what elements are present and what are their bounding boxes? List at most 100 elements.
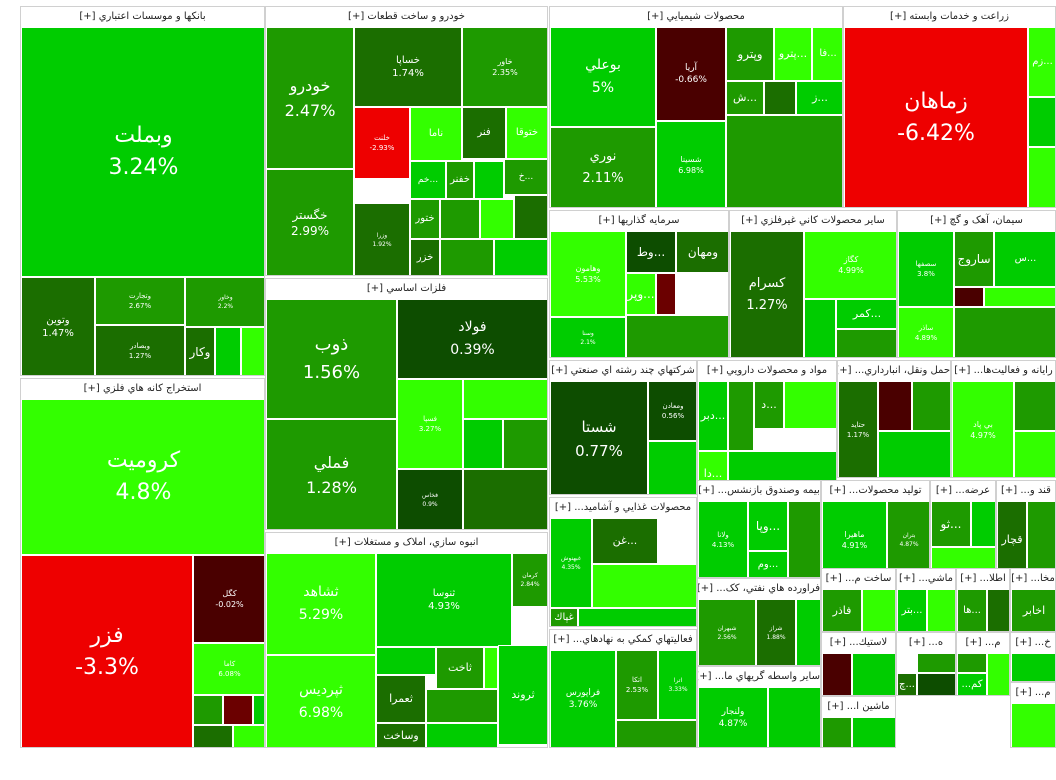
stock-tile[interactable]: كروميت 4.8% bbox=[21, 399, 264, 555]
sector-title[interactable]: مواد و محصولات دارويي [+] bbox=[698, 361, 836, 381]
stock-tile[interactable]: وسنا 2.1% bbox=[550, 317, 626, 357]
sector-4[interactable]: ثشاهد 5.29% ثپرديس 6.98% ثنوسا 4.93% كرمان 2.84… bbox=[265, 532, 548, 748]
sector-title[interactable]: زراعت و خدمات وابسته [+] bbox=[844, 7, 1055, 27]
stock-tile[interactable]: ولنجار 4.87% bbox=[698, 687, 768, 747]
stock-tile[interactable]: فا... bbox=[812, 27, 842, 81]
stock-tile[interactable]: وتجارت 2.67% bbox=[95, 277, 185, 325]
stock-tile[interactable]: شسينا 6.98% bbox=[656, 121, 726, 207]
stock-tile[interactable]: بتر... bbox=[897, 589, 927, 631]
sector-2-minor-stock-0[interactable] bbox=[474, 161, 504, 199]
sector-17[interactable]: ثو... عرضه... [+] bbox=[930, 480, 996, 578]
sector-18-minor-stock-0[interactable] bbox=[1027, 501, 1055, 577]
stock-tile[interactable]: ثپرديس 6.98% bbox=[266, 655, 376, 747]
sector-3-minor-stock-3[interactable] bbox=[463, 469, 547, 529]
stock-tile[interactable]: بوعلي 5% bbox=[550, 27, 656, 127]
sector-12-minor-stock-1[interactable] bbox=[912, 381, 950, 431]
stock-tile[interactable]: پترو... bbox=[774, 27, 812, 81]
stock-tile[interactable]: ها... bbox=[957, 589, 987, 631]
sector-18[interactable]: قچار قند و... [+] bbox=[996, 480, 1056, 578]
stock-tile[interactable]: ثشاهد 5.29% bbox=[266, 553, 376, 655]
stock-tile[interactable]: كگاز 4.99% bbox=[804, 231, 896, 299]
sector-26-minor-stock-1[interactable] bbox=[852, 653, 895, 695]
stock-tile[interactable]: ...كم bbox=[957, 673, 987, 695]
stock-tile[interactable]: ش... bbox=[726, 81, 764, 115]
sector-8-minor-stock-1[interactable] bbox=[836, 329, 896, 357]
sector-28-minor-stock-0[interactable] bbox=[917, 653, 955, 673]
sector-title[interactable]: فلزات اساسي [+] bbox=[266, 279, 547, 299]
stock-tile[interactable]: وتوين 1.47% bbox=[21, 277, 95, 375]
sector-12-minor-stock-0[interactable] bbox=[878, 381, 912, 431]
sector-17-minor-stock-0[interactable] bbox=[971, 501, 995, 547]
sector-4-minor-stock-2[interactable] bbox=[426, 689, 498, 723]
sector-15[interactable]: ولانا 4.13% وپا... وم... بيمه وصندوق بازنشس.… bbox=[697, 480, 821, 578]
sector-6-minor-stock-0[interactable] bbox=[1028, 97, 1055, 147]
sector-27-minor-stock-0[interactable] bbox=[822, 717, 852, 747]
sector-12[interactable]: حتايد 1.17% حمل ونقل، انبارداري... [+] bbox=[837, 360, 951, 478]
sector-title[interactable]: ماشين ا... [+] bbox=[822, 697, 895, 717]
sector-4-minor-stock-1[interactable] bbox=[484, 647, 498, 689]
stock-tile[interactable]: وزرا 1.92% bbox=[354, 203, 410, 275]
sector-title[interactable]: لاستيك... [+] bbox=[822, 633, 895, 653]
sector-6[interactable]: زماهان -6.42% زم... زراعت و خدمات وابسته [+… bbox=[843, 6, 1056, 208]
stock-tile[interactable]: وپا... bbox=[748, 501, 788, 551]
sector-title[interactable]: شرکتهاي چند رشته اي صنعتي [+] bbox=[550, 361, 696, 381]
sector-3[interactable]: ذوب 1.56% فولاد 0.39% فملي 1.28% فسپا 3.27% فخاس… bbox=[265, 278, 548, 530]
stock-tile[interactable]: خاور 2.35% bbox=[462, 27, 547, 107]
stock-tile[interactable]: آريا -0.66% bbox=[656, 27, 726, 121]
stock-tile[interactable]: خلنت -2.93% bbox=[354, 107, 410, 179]
sector-title[interactable]: مخا... [+] bbox=[1011, 569, 1055, 589]
sector-21[interactable]: ولنجار 4.87% ساير واسطه گريهاي ما... [+] bbox=[697, 666, 821, 748]
sector-5-minor-stock-1[interactable] bbox=[726, 115, 842, 207]
sector-title[interactable]: ماشي... [+] bbox=[897, 569, 955, 589]
stock-tile[interactable]: ماهيرا 4.91% bbox=[822, 501, 887, 577]
sector-8-minor-stock-0[interactable] bbox=[804, 299, 836, 357]
sector-title[interactable]: محصولات غذايي و آشاميد... [+] bbox=[550, 498, 696, 518]
sector-10[interactable]: شستا 0.77% ومعادن 0.56% شرکتهاي چند رشته اي … bbox=[549, 360, 697, 495]
stock-tile[interactable]: ثاخت bbox=[436, 647, 484, 689]
stock-tile[interactable]: فزر -3.3% bbox=[21, 555, 193, 747]
stock-tile[interactable]: چ... bbox=[897, 673, 917, 695]
stock-tile[interactable]: فاذر bbox=[822, 589, 862, 631]
stock-tile[interactable]: فخاس 0.9% bbox=[397, 469, 463, 529]
sector-2[interactable]: خودرو 2.47% خگستر 2.99% خساپا 1.74% خاور 2.35% خ… bbox=[265, 6, 548, 276]
stock-tile[interactable]: اترا 3.33% bbox=[658, 650, 696, 720]
sector-2-minor-stock-4[interactable] bbox=[440, 239, 494, 275]
stock-tile[interactable]: س... bbox=[994, 231, 1055, 287]
sector-20[interactable]: شبهران 2.56% شراز 1.88% فراورده هاي نفتي، کک… bbox=[697, 578, 821, 666]
sector-3-minor-stock-2[interactable] bbox=[503, 419, 547, 469]
sector-19-minor-stock-0[interactable] bbox=[616, 720, 696, 747]
sector-2-minor-stock-3[interactable] bbox=[514, 195, 547, 239]
sector-13[interactable]: بي پاد 4.97% رايانه و فعاليت‌ها... [+] bbox=[951, 360, 1056, 478]
stock-tile[interactable]: خ... bbox=[504, 159, 547, 195]
sector-23-minor-stock-0[interactable] bbox=[927, 589, 955, 631]
sector-10-minor-stock-0[interactable] bbox=[648, 441, 696, 494]
sector-16[interactable]: ماهيرا 4.91% بتران 4.87% توليد محصولات... [+… bbox=[821, 480, 930, 578]
sector-15-minor-stock-0[interactable] bbox=[788, 501, 820, 577]
sector-title[interactable]: بانکها و موسسات اعتباري [+] bbox=[21, 7, 264, 27]
stock-tile[interactable]: ساروج bbox=[954, 231, 994, 287]
sector-22-minor-stock-0[interactable] bbox=[862, 589, 895, 631]
sector-0-minor-stock-1[interactable] bbox=[241, 327, 264, 375]
stock-tile[interactable]: وم... bbox=[748, 551, 788, 577]
sector-25[interactable]: اخابر مخا... [+] bbox=[1010, 568, 1056, 632]
sector-title[interactable]: خودرو و ساخت قطعات [+] bbox=[266, 7, 547, 27]
sector-29[interactable]: ...كم م... [+] bbox=[956, 632, 1010, 696]
stock-tile[interactable]: ثروند bbox=[498, 645, 547, 745]
sector-7-minor-stock-1[interactable] bbox=[656, 273, 676, 315]
stock-tile[interactable]: سصفها 3.8% bbox=[898, 231, 954, 307]
stock-tile[interactable]: ثعمرا bbox=[376, 675, 426, 723]
sector-2-minor-stock-1[interactable] bbox=[440, 199, 480, 239]
sector-9-minor-stock-0[interactable] bbox=[954, 287, 984, 307]
sector-title[interactable]: قند و... [+] bbox=[997, 481, 1055, 501]
sector-1-minor-stock-4[interactable] bbox=[233, 725, 264, 747]
stock-tile[interactable]: ختور bbox=[410, 199, 440, 239]
sector-1-minor-stock-1[interactable] bbox=[223, 695, 253, 725]
sector-title[interactable]: توليد محصولات... [+] bbox=[822, 481, 929, 501]
sector-28-minor-stock-1[interactable] bbox=[917, 673, 955, 695]
sector-22[interactable]: فاذر ساخت م... [+] bbox=[821, 568, 896, 632]
stock-tile[interactable]: ولانا 4.13% bbox=[698, 501, 748, 577]
stock-tile[interactable]: ثنوسا 4.93% bbox=[376, 553, 512, 647]
stock-tile[interactable]: زماهان -6.42% bbox=[844, 27, 1028, 207]
stock-tile[interactable]: ساذر 4.89% bbox=[898, 307, 954, 357]
stock-tile[interactable]: كگل -0.02% bbox=[193, 555, 264, 643]
